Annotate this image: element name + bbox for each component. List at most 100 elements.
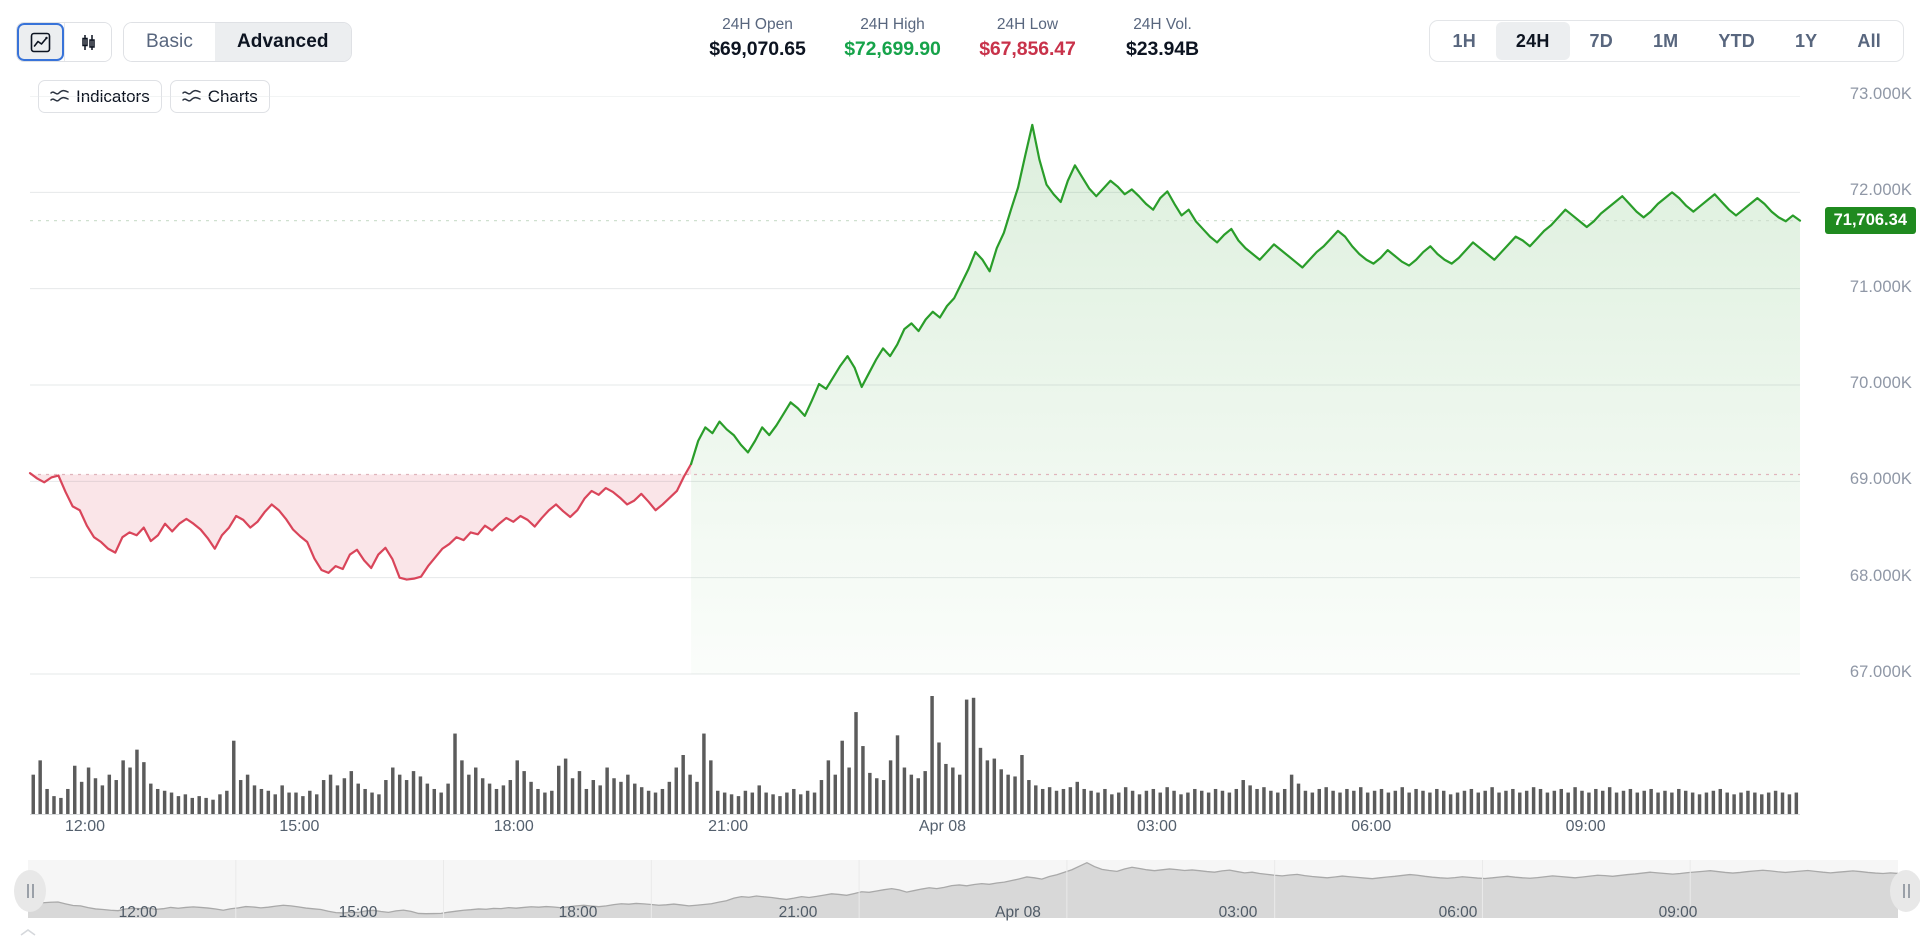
volume-bar bbox=[1497, 792, 1501, 814]
volume-bar bbox=[605, 767, 609, 814]
volume-bar bbox=[1248, 785, 1252, 814]
volume-bar bbox=[474, 767, 478, 814]
volume-bar bbox=[695, 781, 699, 814]
volume-bar bbox=[1151, 788, 1156, 814]
volume-bar bbox=[1407, 792, 1411, 814]
navigator-right-handle[interactable] bbox=[1890, 870, 1920, 912]
volume-bar bbox=[432, 788, 436, 814]
chart-type-toggle-group bbox=[16, 22, 112, 62]
volume-bar bbox=[1158, 792, 1162, 814]
range-button-24h[interactable]: 24H bbox=[1495, 22, 1570, 60]
volume-bar bbox=[142, 762, 146, 814]
volume-bar bbox=[1566, 792, 1570, 814]
range-button-ytd[interactable]: YTD bbox=[1718, 31, 1755, 51]
navigator-svg[interactable] bbox=[0, 856, 1920, 928]
volume-bar bbox=[944, 763, 948, 814]
volume-bar bbox=[1082, 788, 1086, 814]
volume-bar bbox=[916, 778, 920, 814]
volume-bar bbox=[1137, 794, 1142, 814]
volume-bar bbox=[425, 783, 430, 814]
navigator-line bbox=[27, 861, 1899, 915]
volume-bar bbox=[653, 792, 658, 814]
time-tick-label: Apr 08 bbox=[918, 818, 967, 835]
volume-bar bbox=[1096, 792, 1100, 814]
volume-bar bbox=[1117, 792, 1121, 814]
line-chart-type-button[interactable] bbox=[17, 23, 64, 61]
volume-bar bbox=[1628, 788, 1633, 814]
volume-bar bbox=[79, 781, 84, 814]
volume-bar bbox=[805, 790, 810, 814]
navigator-tick-label: Apr 08 bbox=[995, 904, 1041, 921]
volume-bar bbox=[1040, 788, 1045, 814]
grip-icon bbox=[26, 884, 34, 898]
price-line-down bbox=[28, 462, 693, 581]
volume-bar bbox=[958, 774, 962, 814]
volume-bar bbox=[861, 746, 865, 814]
volume-bar bbox=[1607, 787, 1612, 814]
time-tick-label: 15:00 bbox=[279, 818, 320, 835]
mode-basic-button[interactable]: Basic bbox=[124, 23, 215, 61]
range-button-1y[interactable]: 1Y bbox=[1794, 31, 1818, 51]
navigator-tick-label: 18:00 bbox=[558, 904, 598, 921]
range-button-7d[interactable]: 7D bbox=[1589, 31, 1613, 51]
volume-bar bbox=[245, 774, 250, 814]
volume-bar bbox=[342, 778, 347, 814]
volume-bar bbox=[819, 780, 824, 814]
time-tick-label: 06:00 bbox=[1351, 818, 1392, 835]
navigator-left-handle[interactable] bbox=[14, 870, 46, 912]
volume-bar bbox=[833, 774, 838, 814]
volume-bar bbox=[100, 785, 105, 814]
volume-bar bbox=[992, 758, 997, 814]
volume-bar bbox=[1538, 788, 1543, 814]
volume-bar bbox=[294, 792, 298, 814]
stat-24h-open: 24H Open $69,070.65 bbox=[690, 14, 825, 62]
stat-value: $67,856.47 bbox=[979, 38, 1076, 60]
volume-bar bbox=[660, 788, 665, 814]
volume-bar bbox=[1179, 794, 1183, 814]
volume-bar bbox=[1186, 792, 1190, 814]
volume-bar bbox=[204, 797, 208, 814]
volume-bar bbox=[1027, 780, 1031, 814]
volume-bar bbox=[1476, 792, 1481, 814]
volume-bar bbox=[1483, 790, 1487, 814]
mode-advanced-button[interactable]: Advanced bbox=[214, 23, 351, 61]
range-navigator[interactable]: 12:00 15:00 18:00 21:00 Apr 08 03:00 06:00 09:0… bbox=[0, 856, 1920, 928]
volume-bar bbox=[1421, 790, 1425, 814]
volume-bar bbox=[45, 788, 49, 814]
volume-bar bbox=[1739, 792, 1743, 814]
volume-bar bbox=[1006, 774, 1010, 814]
volume-bar bbox=[612, 778, 616, 814]
stat-value: $72,699.90 bbox=[844, 38, 941, 60]
volume-bar bbox=[639, 787, 644, 814]
volume-bar bbox=[709, 760, 713, 814]
range-button-1h[interactable]: 1H bbox=[1452, 31, 1476, 51]
volume-bar bbox=[1054, 790, 1059, 814]
volume-bar bbox=[1642, 790, 1646, 814]
volume-bar bbox=[232, 740, 236, 814]
price-chart-svg[interactable] bbox=[0, 96, 1920, 836]
volume-bar bbox=[1400, 787, 1404, 814]
volume-bar bbox=[1552, 790, 1557, 814]
volume-bar bbox=[301, 796, 305, 814]
volume-bar bbox=[155, 788, 160, 814]
volume-bar bbox=[66, 788, 70, 814]
volume-bar bbox=[1331, 790, 1335, 814]
volume-bar bbox=[1282, 788, 1287, 814]
volume-bar bbox=[1068, 787, 1073, 814]
volume-bar bbox=[1663, 790, 1667, 814]
volume-bar bbox=[951, 767, 955, 814]
navigator-tick-label: 03:00 bbox=[1218, 904, 1258, 921]
range-button-1m[interactable]: 1M bbox=[1652, 31, 1679, 51]
candlestick-chart-type-button[interactable] bbox=[64, 23, 111, 61]
volume-bar bbox=[211, 799, 215, 814]
price-chart-area[interactable] bbox=[0, 96, 1920, 836]
volume-bar bbox=[570, 778, 575, 814]
stat-24h-volume: 24H Vol. $23.94B bbox=[1095, 14, 1230, 62]
range-button-all[interactable]: All bbox=[1857, 31, 1881, 51]
volume-bar bbox=[895, 735, 900, 814]
volume-bar bbox=[881, 780, 886, 814]
volume-bar bbox=[480, 778, 485, 814]
volume-bar bbox=[875, 778, 879, 814]
volume-bar bbox=[1110, 794, 1114, 814]
